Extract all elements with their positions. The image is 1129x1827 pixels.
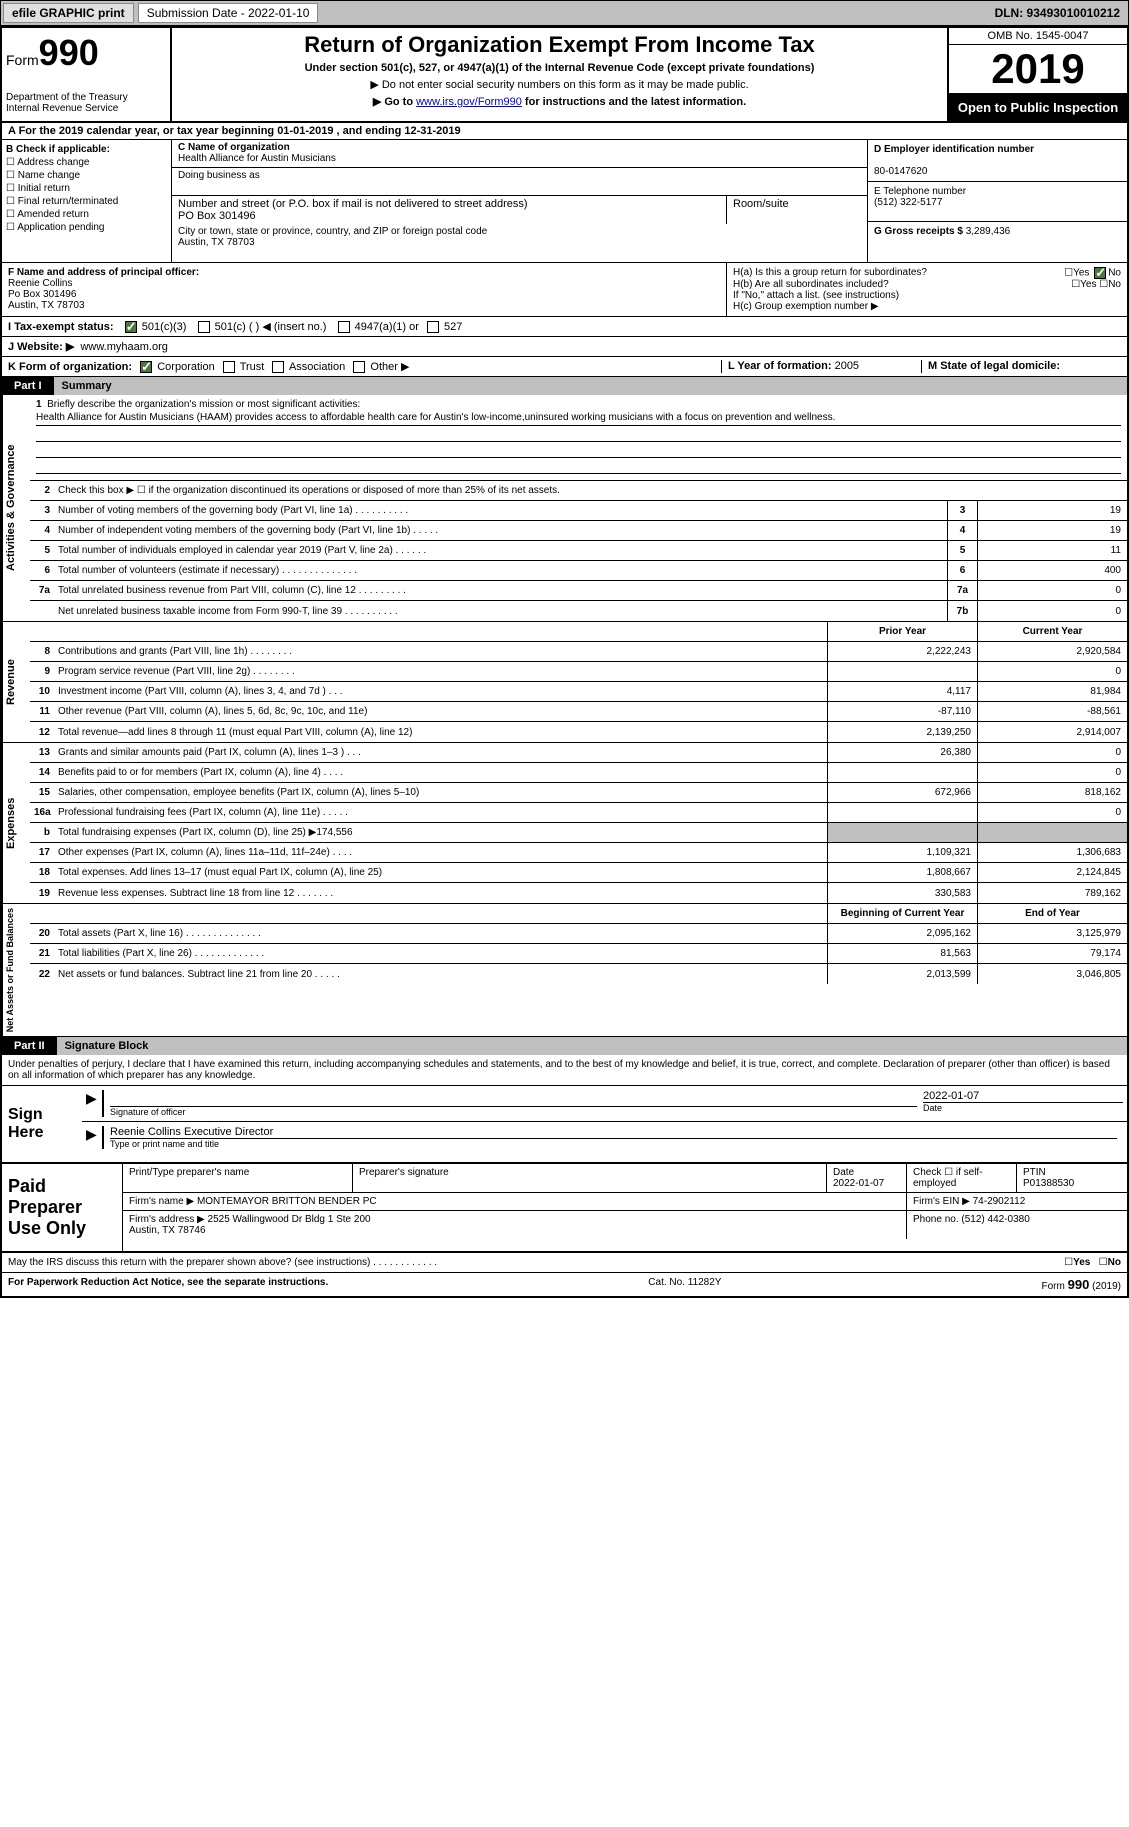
table-row: 13Grants and similar amounts paid (Part … — [30, 743, 1127, 763]
entity-block: B Check if applicable: ☐ Address change … — [2, 140, 1127, 263]
table-row: 9Program service revenue (Part VIII, lin… — [30, 662, 1127, 682]
table-row: 3Number of voting members of the governi… — [30, 501, 1127, 521]
footer-row: For Paperwork Reduction Act Notice, see … — [2, 1273, 1127, 1296]
telephone: (512) 322-5177 — [874, 197, 942, 208]
net-header: Beginning of Current Year End of Year — [30, 904, 1127, 924]
mission-row: 1 Briefly describe the organization's mi… — [30, 395, 1127, 481]
department: Department of the Treasury Internal Reve… — [6, 92, 166, 114]
mission-text: Health Alliance for Austin Musicians (HA… — [36, 412, 1121, 426]
row-a-tax-year: A For the 2019 calendar year, or tax yea… — [2, 123, 1127, 140]
expenses-section: Expenses 13Grants and similar amounts pa… — [2, 743, 1127, 904]
header-center: Return of Organization Exempt From Incom… — [172, 28, 947, 121]
net-assets-section: Net Assets or Fund Balances Beginning of… — [2, 904, 1127, 1037]
form-note-2: ▶ Go to www.irs.gov/Form990 for instruct… — [178, 95, 941, 108]
dln: DLN: 93493010010212 — [995, 6, 1126, 20]
check-b: B Check if applicable: ☐ Address change … — [2, 140, 172, 262]
table-row: bTotal fundraising expenses (Part IX, co… — [30, 823, 1127, 843]
table-row: 7aTotal unrelated business revenue from … — [30, 581, 1127, 601]
table-row: 22Net assets or fund balances. Subtract … — [30, 964, 1127, 984]
table-row: 20Total assets (Part X, line 16) . . . .… — [30, 924, 1127, 944]
table-row: 4Number of independent voting members of… — [30, 521, 1127, 541]
header-left: Form990 Department of the Treasury Inter… — [2, 28, 172, 121]
form-number: Form990 — [6, 32, 166, 74]
entity-center: C Name of organization Health Alliance f… — [172, 140, 867, 262]
side-label-governance: Activities & Governance — [2, 395, 30, 621]
revenue-section: Revenue Prior Year Current Year 8Contrib… — [2, 622, 1127, 743]
table-row: 16aProfessional fundraising fees (Part I… — [30, 803, 1127, 823]
part-1-header: Part I Summary — [2, 377, 1127, 395]
website: www.myhaam.org — [80, 341, 167, 353]
form-note-1: ▶ Do not enter social security numbers o… — [178, 78, 941, 91]
table-row: 8Contributions and grants (Part VIII, li… — [30, 642, 1127, 662]
side-label-revenue: Revenue — [2, 622, 30, 742]
form-title: Return of Organization Exempt From Incom… — [178, 32, 941, 58]
revenue-header: Prior Year Current Year — [30, 622, 1127, 642]
part-2-header: Part II Signature Block — [2, 1037, 1127, 1055]
sign-here-label: Sign Here — [2, 1086, 82, 1162]
entity-right: D Employer identification number 80-0147… — [867, 140, 1127, 262]
table-row: 11Other revenue (Part VIII, column (A), … — [30, 702, 1127, 722]
side-label-expenses: Expenses — [2, 743, 30, 903]
table-row: 12Total revenue—add lines 8 through 11 (… — [30, 722, 1127, 742]
table-row: Net unrelated business taxable income fr… — [30, 601, 1127, 621]
side-label-net: Net Assets or Fund Balances — [2, 904, 30, 1036]
paid-preparer-block: Paid Preparer Use Only Print/Type prepar… — [2, 1164, 1127, 1253]
efile-print-button[interactable]: efile GRAPHIC print — [3, 3, 134, 23]
header-right: OMB No. 1545-0047 2019 Open to Public In… — [947, 28, 1127, 121]
officer-group-row: F Name and address of principal officer:… — [2, 263, 1127, 317]
website-row: J Website: ▶ www.myhaam.org — [2, 337, 1127, 357]
omb-number: OMB No. 1545-0047 — [949, 28, 1127, 45]
principal-officer: F Name and address of principal officer:… — [2, 263, 727, 316]
gross-receipts: 3,289,436 — [966, 226, 1011, 237]
table-row: 14Benefits paid to or for members (Part … — [30, 763, 1127, 783]
city-state-zip: Austin, TX 78703 — [178, 237, 255, 248]
org-name: Health Alliance for Austin Musicians — [178, 153, 336, 164]
discuss-row: May the IRS discuss this return with the… — [2, 1253, 1127, 1273]
form-container: Form990 Department of the Treasury Inter… — [0, 26, 1129, 1298]
sign-here-block: Sign Here ▶ Signature of officer 2022-01… — [2, 1086, 1127, 1164]
table-row: 5Total number of individuals employed in… — [30, 541, 1127, 561]
topbar: efile GRAPHIC print Submission Date - 20… — [0, 0, 1129, 26]
table-row: 21Total liabilities (Part X, line 26) . … — [30, 944, 1127, 964]
table-row: 10Investment income (Part VIII, column (… — [30, 682, 1127, 702]
paid-preparer-label: Paid Preparer Use Only — [2, 1164, 122, 1251]
ein: 80-0147620 — [874, 166, 927, 177]
irs-link[interactable]: www.irs.gov/Form990 — [416, 96, 522, 108]
table-row: 17Other expenses (Part IX, column (A), l… — [30, 843, 1127, 863]
governance-section: Activities & Governance 1 Briefly descri… — [2, 395, 1127, 622]
street-address: PO Box 301496 — [178, 210, 256, 222]
submission-date: Submission Date - 2022-01-10 — [138, 3, 319, 23]
table-row: 19Revenue less expenses. Subtract line 1… — [30, 883, 1127, 903]
tax-year: 2019 — [949, 45, 1127, 94]
form-header: Form990 Department of the Treasury Inter… — [2, 28, 1127, 123]
signature-declaration: Under penalties of perjury, I declare th… — [2, 1055, 1127, 1086]
table-row: 15Salaries, other compensation, employee… — [30, 783, 1127, 803]
table-row: 6Total number of volunteers (estimate if… — [30, 561, 1127, 581]
open-to-public: Open to Public Inspection — [949, 94, 1127, 121]
form-of-org-row: K Form of organization: Corporation Trus… — [2, 357, 1127, 377]
form-subtitle: Under section 501(c), 527, or 4947(a)(1)… — [178, 62, 941, 74]
tax-exempt-status: I Tax-exempt status: 501(c)(3) 501(c) ( … — [2, 317, 1127, 337]
group-return: H(a) Is this a group return for subordin… — [727, 263, 1127, 316]
table-row: 18Total expenses. Add lines 13–17 (must … — [30, 863, 1127, 883]
